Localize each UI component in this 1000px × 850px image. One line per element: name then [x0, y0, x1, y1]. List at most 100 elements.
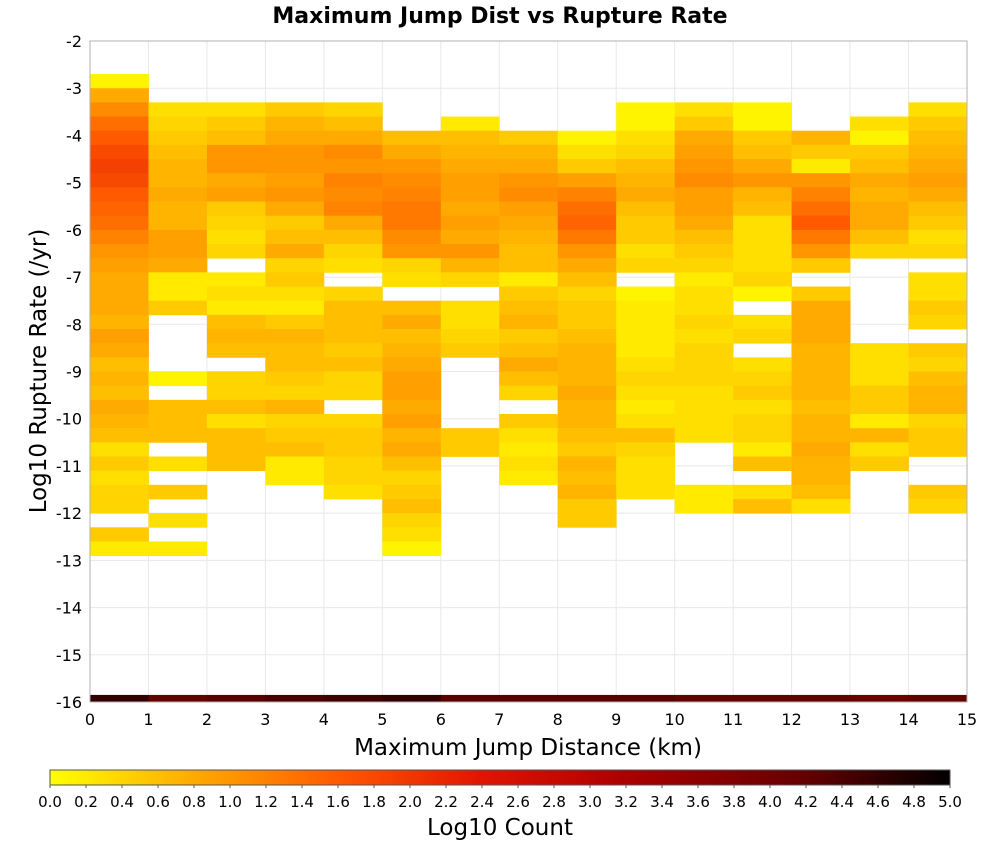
heatmap-cell: [148, 541, 208, 557]
heatmap-cell: [908, 130, 968, 146]
heatmap-cell: [323, 484, 383, 500]
heatmap-cell: [382, 694, 442, 702]
heatmap-cell: [733, 428, 792, 443]
heatmap-cell: [382, 201, 442, 217]
heatmap-cell: [616, 314, 676, 330]
colorbar-tick-label: 4.4: [830, 793, 854, 811]
heatmap-cell: [850, 159, 909, 174]
heatmap-cell: [791, 130, 851, 146]
heatmap-cell: [791, 413, 851, 429]
heatmap-cell: [850, 428, 909, 443]
heatmap-cell: [206, 201, 266, 217]
heatmap-cell: [499, 187, 559, 202]
y-tick-label: -13: [56, 551, 82, 570]
heatmap-cell: [791, 173, 851, 188]
heatmap-cell: [323, 413, 383, 429]
heatmap-cell: [382, 159, 442, 174]
heatmap-cell: [616, 300, 676, 316]
heatmap-cell: [148, 159, 208, 174]
heatmap-cell: [791, 329, 851, 344]
heatmap-cell: [616, 385, 676, 401]
heatmap-cell: [499, 371, 559, 387]
heatmap-cell: [265, 215, 325, 231]
colorbar-label: Log10 Count: [427, 815, 573, 841]
heatmap-cell: [440, 215, 500, 231]
heatmap-cell: [148, 130, 208, 146]
heatmap-cell: [733, 201, 792, 217]
heatmap-cell: [148, 244, 208, 259]
heatmap-cell: [733, 244, 792, 259]
heatmap-cell: [148, 201, 208, 217]
heatmap-cell: [499, 272, 559, 287]
heatmap-cell: [616, 116, 676, 132]
heatmap-cell: [733, 399, 792, 415]
heatmap-cell: [265, 116, 325, 132]
heatmap-cell: [265, 286, 325, 302]
heatmap-cell: [148, 513, 208, 528]
heatmap-cell: [323, 215, 383, 231]
heatmap-cell: [850, 371, 909, 387]
heatmap-cell: [616, 201, 676, 217]
heatmap-cell: [148, 215, 208, 231]
heatmap-cell: [499, 130, 559, 146]
heatmap-cell: [440, 329, 500, 344]
heatmap-cell: [674, 229, 734, 245]
heatmap-cell: [148, 300, 208, 316]
heatmap-cell: [206, 159, 266, 174]
heatmap-cell: [499, 314, 559, 330]
heatmap-cell: [382, 498, 442, 514]
heatmap-cell: [90, 498, 149, 514]
heatmap-cell: [557, 258, 617, 273]
heatmap-cell: [148, 456, 208, 472]
heatmap-cell: [323, 456, 383, 472]
heatmap-cell: [323, 102, 383, 117]
heatmap-cell: [382, 173, 442, 188]
heatmap-cell: [499, 286, 559, 302]
heatmap-cell: [499, 329, 559, 344]
heatmap-cell: [206, 102, 266, 117]
colorbar-tick-label: 4.8: [902, 793, 926, 811]
heatmap-cell: [908, 484, 968, 500]
heatmap-cell: [148, 694, 208, 702]
colorbar-tick-label: 4.2: [794, 793, 818, 811]
heatmap-cell: [499, 159, 559, 174]
heatmap-cell: [557, 442, 617, 457]
heatmap-cell: [616, 173, 676, 188]
heatmap-cell: [733, 286, 792, 302]
heatmap-cell: [791, 442, 851, 457]
heatmap-cell: [733, 159, 792, 174]
heatmap-cell: [908, 385, 968, 401]
heatmap-cell: [850, 413, 909, 429]
heatmap-cell: [90, 541, 149, 557]
heatmap-cell: [90, 314, 149, 330]
heatmap-cell: [499, 470, 559, 486]
heatmap-cell: [616, 258, 676, 273]
heatmap-cell: [440, 173, 500, 188]
heatmap-cell: [674, 286, 734, 302]
heatmap-cell: [206, 229, 266, 245]
heatmap-cell: [90, 385, 149, 401]
heatmap-cell: [791, 456, 851, 472]
heatmap-cell: [206, 215, 266, 231]
heatmap-cell: [674, 159, 734, 174]
colorbar-tick-label: 1.8: [362, 793, 386, 811]
colorbar-gradient: [49, 769, 951, 786]
heatmap-cell: [382, 357, 442, 372]
colorbar-tick-label: 3.2: [614, 793, 638, 811]
heatmap-cell: [791, 159, 851, 174]
heatmap-cell: [265, 258, 325, 273]
heatmap-cell: [850, 385, 909, 401]
heatmap-cell: [908, 144, 968, 160]
heatmap-cell: [616, 694, 676, 702]
heatmap-cell: [908, 300, 968, 316]
x-tick-label: 3: [260, 710, 270, 729]
heatmap-cell: [733, 456, 792, 472]
heatmap-cell: [90, 130, 149, 146]
heatmap-cell: [908, 442, 968, 457]
heatmap-cell: [382, 272, 442, 287]
heatmap-cell: [382, 244, 442, 259]
heatmap-cell: [148, 229, 208, 245]
heatmap-cell: [206, 694, 266, 702]
heatmap-cell: [616, 187, 676, 202]
heatmap-cell: [323, 144, 383, 160]
